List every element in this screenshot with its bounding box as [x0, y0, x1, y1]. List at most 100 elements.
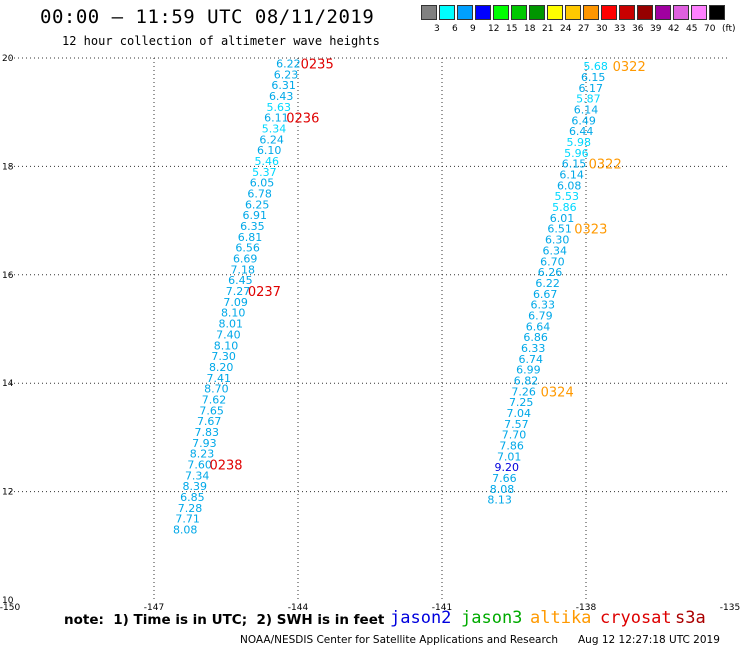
color-swatch: [655, 5, 671, 20]
wave-height-value: 5.86: [552, 201, 577, 214]
color-swatch: [439, 5, 455, 20]
color-scale-label: 36: [632, 24, 644, 34]
color-scale-label: 24: [560, 24, 572, 34]
wave-height-value: 6.49: [571, 114, 596, 127]
wave-height-value: 9.20: [495, 461, 520, 474]
color-swatch: [619, 5, 635, 20]
wave-height-value: 8.08: [490, 483, 515, 496]
wave-height-value: 6.25: [245, 198, 270, 211]
wave-height-value: 6.08: [557, 179, 582, 192]
color-scale-label: 30: [596, 24, 608, 34]
x-tick-label: -138: [576, 603, 597, 613]
pass-time-label: 0322: [589, 158, 622, 173]
wave-height-value: 5.34: [262, 122, 287, 135]
color-swatch: [691, 5, 707, 20]
wave-height-value: 6.15: [581, 71, 606, 84]
x-tick-label: -144: [288, 603, 309, 613]
wave-height-value: 7.60: [187, 459, 212, 472]
wave-height-value: 6.67: [533, 288, 558, 301]
wave-height-value: 6.99: [516, 364, 541, 377]
wave-height-value: 6.43: [269, 90, 294, 103]
wave-height-value: 8.10: [214, 339, 239, 352]
wave-height-value: 7.27: [226, 285, 251, 298]
wave-height-value: 5.63: [267, 101, 292, 114]
wave-height-value: 7.34: [185, 469, 210, 482]
color-swatch: [583, 5, 599, 20]
wave-height-value: 6.31: [271, 79, 296, 92]
wave-height-value: 6.34: [543, 244, 568, 257]
wave-height-value: 6.22: [276, 57, 301, 70]
color-scale-label: (ft): [722, 24, 736, 34]
wave-height-value: 6.23: [274, 68, 299, 81]
footer-credit: NOAA/NESDIS Center for Satellite Applica…: [240, 634, 558, 646]
wave-height-value: 6.82: [514, 374, 539, 387]
color-scale-label: 21: [542, 24, 554, 34]
color-swatch: [673, 5, 689, 20]
y-tick-label: 18: [2, 162, 14, 172]
y-tick-label: 12: [2, 488, 13, 498]
wave-height-value: 5.46: [255, 155, 280, 168]
color-scale-label: 39: [650, 24, 662, 34]
color-scale-label: 33: [614, 24, 626, 34]
wave-height-value: 7.62: [202, 393, 227, 406]
pass-time-label: 0323: [574, 223, 607, 238]
y-tick-label: 10: [2, 596, 14, 606]
color-scale-label: 3: [434, 24, 440, 34]
legend-altika: altika: [530, 608, 592, 628]
wave-height-value: 6.79: [528, 309, 553, 322]
legend-jason3: jason3: [461, 608, 523, 628]
wave-height-value: 5.68: [583, 60, 608, 73]
wave-height-value: 8.10: [221, 307, 246, 320]
wave-height-value: 8.70: [204, 383, 229, 396]
wave-height-value: 6.24: [259, 133, 284, 146]
y-tick-label: 14: [2, 379, 14, 389]
wave-height-value: 8.08: [173, 524, 198, 537]
legend-jason2: jason2: [390, 608, 452, 628]
legend-cryosat: cryosat: [600, 608, 672, 628]
wave-height-value: 6.45: [228, 274, 253, 287]
color-swatch: [493, 5, 509, 20]
wave-height-value: 7.26: [511, 385, 536, 398]
wave-height-value: 6.10: [257, 144, 282, 157]
footer-timestamp: Aug 12 12:27:18 UTC 2019: [578, 634, 720, 646]
pass-time-label: 0324: [541, 385, 574, 400]
wave-height-value: 8.23: [190, 448, 215, 461]
wave-height-value: 7.18: [231, 263, 256, 276]
pass-time-label: 0236: [286, 112, 319, 127]
wave-height-value: 7.25: [509, 396, 534, 409]
wave-height-value: 6.33: [521, 342, 546, 355]
wave-height-value: 6.69: [233, 253, 258, 266]
wave-height-value: 6.14: [574, 103, 599, 116]
wave-height-value: 8.13: [487, 494, 512, 507]
wave-height-value: 5.53: [555, 190, 580, 203]
x-tick-label: -147: [144, 603, 164, 613]
color-swatch: [457, 5, 473, 20]
wave-height-value: 6.64: [526, 320, 551, 333]
wave-height-value: 7.01: [497, 450, 522, 463]
wave-height-value: 5.98: [567, 136, 592, 149]
wave-height-value: 6.14: [559, 169, 584, 182]
wave-height-value: 6.85: [180, 491, 205, 504]
wave-height-value: 7.65: [199, 404, 224, 417]
wave-height-value: 6.11: [264, 112, 289, 125]
wave-height-value: 7.04: [507, 407, 532, 420]
wave-height-value: 5.96: [564, 147, 589, 160]
wave-height-value: 7.40: [216, 328, 241, 341]
color-scale-label: 15: [506, 24, 518, 34]
wave-height-value: 6.22: [535, 277, 560, 290]
wave-height-value: 6.17: [579, 82, 604, 95]
pass-time-label: 0237: [248, 285, 281, 300]
wave-height-value: 8.39: [183, 480, 208, 493]
wave-height-value: 6.91: [243, 209, 268, 222]
y-tick-label: 16: [2, 271, 14, 281]
wave-height-value: 7.71: [175, 513, 200, 526]
color-swatch: [529, 5, 545, 20]
pass-time-label: 0238: [209, 459, 242, 474]
wave-height-value: 7.66: [492, 472, 517, 485]
wave-height-value: 6.78: [247, 188, 272, 201]
legend-s3a: s3a: [675, 608, 706, 628]
x-tick-label: -150: [0, 603, 20, 613]
color-scale-label: 9: [470, 24, 476, 34]
wave-height-value: 5.87: [576, 93, 601, 106]
